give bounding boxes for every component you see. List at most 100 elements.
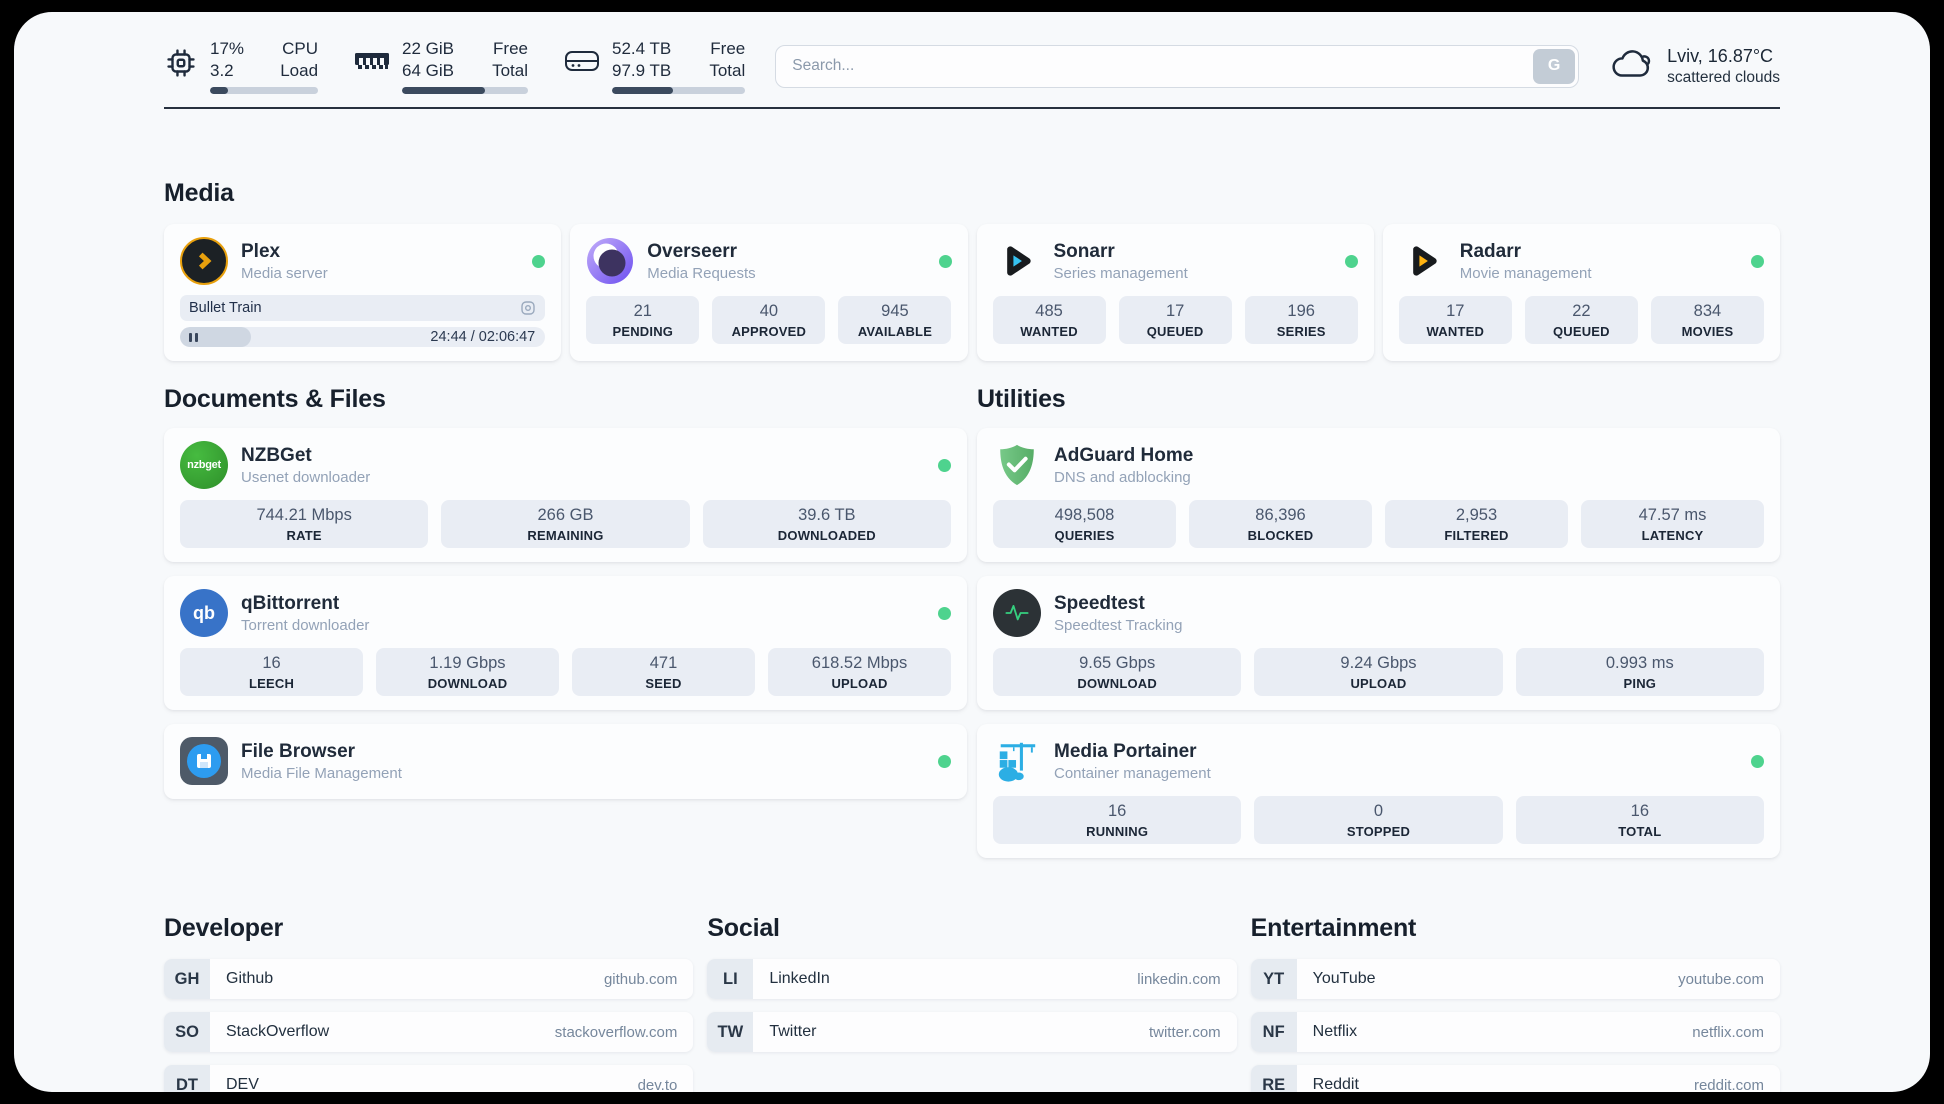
- cloud-icon: [1609, 46, 1655, 87]
- status-dot: [938, 754, 951, 768]
- bookmark-badge: RE: [1250, 1065, 1297, 1092]
- app-card-adguard[interactable]: AdGuard Home DNS and adblocking 498,508 Q…: [977, 428, 1780, 563]
- cpu-labels: CPU Load: [280, 39, 319, 81]
- bookmark-url: stackoverflow.com: [554, 1023, 678, 1041]
- documents-section-title: Documents & Files: [164, 385, 386, 414]
- app-description: Media File Management: [241, 764, 402, 782]
- session-device-icon[interactable]: [520, 300, 536, 316]
- header-divider: [164, 107, 1780, 110]
- app-card-radarr[interactable]: Radarr Movie management 17 WANTED 22 QUEUE…: [1382, 224, 1780, 362]
- bookmark-badge: TW: [707, 1012, 754, 1053]
- bookmark-name: Netflix: [1312, 1023, 1358, 1041]
- storage-values: 52.4 TB 97.9 TB: [612, 39, 672, 81]
- status-dot: [1751, 254, 1764, 268]
- bookmark-reddit[interactable]: RE Reddit reddit.com: [1250, 1065, 1780, 1092]
- bookmark-github[interactable]: GH Github github.com: [164, 959, 694, 1000]
- stat-available: 945 AVAILABLE: [838, 296, 952, 345]
- bookmark-name: Github: [226, 970, 274, 988]
- stat-remaining: 266 GB REMAINING: [441, 500, 690, 549]
- stat-ping: 0.993 ms PING: [1515, 648, 1764, 697]
- now-playing-progress[interactable]: 24:44 / 02:06:47: [180, 327, 546, 348]
- bookmark-badge: LI: [707, 959, 754, 1000]
- app-name: Overseerr: [647, 240, 738, 262]
- bookmark-badge: SO: [164, 1012, 210, 1053]
- speedtest-icon: [993, 589, 1041, 638]
- storage-icon: [564, 46, 600, 81]
- app-card-overseerr[interactable]: Overseerr Media Requests 21 PENDING 40 APP…: [570, 224, 968, 362]
- bookmark-name: Reddit: [1312, 1076, 1359, 1092]
- stat-leech: 16 LEECH: [180, 648, 363, 697]
- app-name: NZBGet: [241, 444, 312, 466]
- app-description: Movie management: [1459, 264, 1592, 282]
- search-bar: G: [775, 44, 1580, 88]
- app-description: Torrent downloader: [241, 616, 370, 634]
- weather-widget[interactable]: Lviv, 16.87°C scattered clouds: [1609, 46, 1780, 87]
- app-name: Media Portainer: [1054, 740, 1197, 762]
- bookmark-youtube[interactable]: YT YouTube youtube.com: [1250, 959, 1780, 1000]
- stat-queued: 22 QUEUED: [1524, 296, 1638, 345]
- cpu-icon: [164, 46, 198, 85]
- stat-rate: 744.21 Mbps RATE: [180, 500, 429, 549]
- storage-stat: 52.4 TB 97.9 TB Free Total: [564, 38, 746, 95]
- app-description: Series management: [1053, 264, 1188, 282]
- top-bar: 17% 3.2 CPU Load: [164, 12, 1780, 95]
- nzbget-icon: nzbget: [180, 441, 228, 490]
- app-card-speedtest[interactable]: Speedtest Speedtest Tracking 9.65 Gbps DO…: [977, 576, 1780, 711]
- bookmark-url: linkedin.com: [1137, 970, 1221, 988]
- sonarr-icon: [993, 237, 1041, 285]
- stat-stopped: 0 STOPPED: [1254, 796, 1503, 845]
- bookmark-url: netflix.com: [1692, 1023, 1764, 1041]
- bookmark-badge: YT: [1250, 959, 1297, 1000]
- app-card-qbittorrent[interactable]: qb qBittorrent Torrent downloader 16 LEEC…: [164, 576, 967, 711]
- app-description: Media Requests: [647, 264, 756, 282]
- status-dot: [1751, 754, 1764, 768]
- developer-section-title: Developer: [164, 914, 284, 943]
- documents-section: Documents & Files nzbget NZBGet Usenet d…: [164, 385, 967, 858]
- app-card-sonarr[interactable]: Sonarr Series management 485 WANTED 17 QUE…: [976, 224, 1374, 362]
- status-dot: [1344, 254, 1358, 268]
- memory-progress-bar: [402, 87, 529, 95]
- entertainment-section-title: Entertainment: [1250, 914, 1417, 943]
- qbittorrent-icon: qb: [180, 589, 228, 638]
- media-section-title: Media: [164, 179, 234, 208]
- now-playing-time: 24:44 / 02:06:47: [430, 329, 536, 346]
- bookmark-netflix[interactable]: NF Netflix netflix.com: [1250, 1012, 1780, 1053]
- stat-approved: 40 APPROVED: [712, 296, 826, 345]
- system-stats: 17% 3.2 CPU Load: [164, 38, 746, 95]
- radarr-icon: [1399, 237, 1447, 285]
- bookmark-twitter[interactable]: TW Twitter twitter.com: [707, 1012, 1237, 1053]
- bookmark-url: twitter.com: [1148, 1023, 1221, 1041]
- stat-total: 16 TOTAL: [1515, 796, 1764, 845]
- cpu-stat: 17% 3.2 CPU Load: [164, 38, 319, 95]
- stat-download: 9.65 Gbps DOWNLOAD: [993, 648, 1242, 697]
- memory-icon: [354, 46, 390, 81]
- search-input[interactable]: [775, 44, 1580, 88]
- bookmark-stackoverflow[interactable]: SO StackOverflow stackoverflow.com: [164, 1012, 694, 1053]
- memory-labels: Free Total: [492, 39, 529, 81]
- weather-condition: scattered clouds: [1667, 68, 1780, 86]
- app-description: DNS and adblocking: [1054, 468, 1191, 486]
- app-name: qBittorrent: [241, 592, 340, 614]
- now-playing-title-row: Bullet Train: [180, 295, 546, 322]
- bookmark-linkedin[interactable]: LI LinkedIn linkedin.com: [707, 959, 1237, 1000]
- bookmark-dev[interactable]: DT DEV dev.to: [164, 1065, 694, 1092]
- plex-icon: [180, 237, 228, 286]
- stat-upload: 9.24 Gbps UPLOAD: [1254, 648, 1503, 697]
- app-name: AdGuard Home: [1054, 444, 1194, 466]
- stat-upload: 618.52 Mbps UPLOAD: [768, 648, 951, 697]
- memory-stat: 22 GiB 64 GiB Free Total: [354, 38, 529, 95]
- status-dot: [938, 458, 951, 472]
- search-engine-button[interactable]: G: [1533, 48, 1576, 84]
- app-card-plex[interactable]: Plex Media server Bullet Train 24:44 / 0…: [164, 224, 562, 362]
- app-card-portainer[interactable]: Media Portainer Container management 16 R…: [977, 724, 1780, 859]
- app-name: Radarr: [1459, 240, 1521, 262]
- bookmark-url: github.com: [603, 970, 678, 988]
- status-dot: [938, 254, 952, 268]
- app-name: Speedtest: [1054, 592, 1145, 614]
- app-description: Media server: [241, 264, 328, 282]
- adguard-icon: [993, 441, 1041, 489]
- stat-seed: 471 SEED: [572, 648, 755, 697]
- app-card-filebrowser[interactable]: File Browser Media File Management: [164, 724, 967, 800]
- overseerr-icon: [586, 237, 634, 285]
- app-card-nzbget[interactable]: nzbget NZBGet Usenet downloader 744.21 M…: [164, 428, 967, 563]
